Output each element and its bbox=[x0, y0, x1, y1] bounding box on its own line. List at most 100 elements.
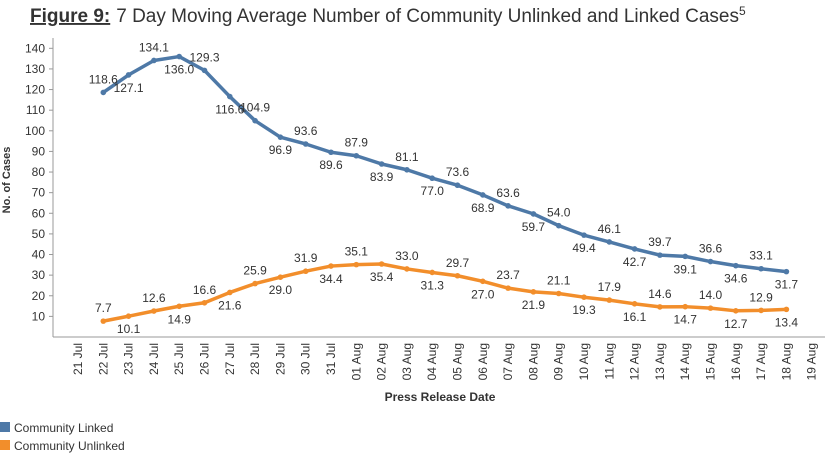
x-tick-label: 21 Jul bbox=[71, 343, 85, 375]
data-point bbox=[682, 303, 688, 310]
data-point bbox=[302, 141, 309, 147]
x-tick-label: 15 Aug bbox=[704, 343, 718, 380]
data-point bbox=[252, 280, 258, 287]
value-label: 129.3 bbox=[189, 50, 219, 64]
y-tick-label: 50 bbox=[32, 227, 46, 241]
data-point bbox=[378, 161, 385, 167]
value-label: 12.9 bbox=[749, 290, 773, 304]
data-point bbox=[277, 274, 284, 281]
data-point bbox=[176, 303, 182, 310]
y-axis-label: No. of Cases bbox=[1, 147, 13, 214]
x-tick-label: 08 Aug bbox=[526, 343, 540, 380]
value-label: 33.1 bbox=[749, 249, 773, 263]
data-point bbox=[783, 268, 790, 275]
data-point bbox=[707, 258, 714, 265]
value-label: 73.6 bbox=[446, 165, 470, 179]
value-label: 23.7 bbox=[496, 268, 520, 282]
x-tick-label: 02 Aug bbox=[375, 343, 389, 380]
data-point bbox=[733, 308, 739, 314]
data-point bbox=[657, 252, 663, 258]
value-label: 21.6 bbox=[218, 298, 242, 312]
x-tick-label: 07 Aug bbox=[501, 343, 515, 380]
data-point bbox=[353, 261, 360, 268]
value-label: 10.1 bbox=[117, 322, 141, 336]
data-point bbox=[429, 175, 436, 182]
y-tick-label: 20 bbox=[32, 289, 46, 303]
value-label: 54.0 bbox=[547, 206, 571, 220]
x-tick-label: 17 Aug bbox=[754, 343, 768, 380]
x-tick-label: 12 Aug bbox=[628, 343, 642, 380]
data-point bbox=[100, 318, 107, 324]
y-tick-label: 100 bbox=[25, 124, 45, 138]
data-point bbox=[328, 263, 334, 269]
data-point bbox=[277, 134, 284, 140]
value-label: 29.0 bbox=[269, 283, 293, 297]
value-label: 68.9 bbox=[471, 201, 495, 215]
value-label: 87.9 bbox=[345, 136, 369, 150]
series-line bbox=[102, 262, 787, 323]
value-label: 16.1 bbox=[623, 310, 647, 324]
data-point bbox=[657, 304, 663, 310]
value-label: 12.6 bbox=[142, 291, 166, 305]
x-tick-label: 27 Jul bbox=[223, 343, 237, 375]
data-point bbox=[201, 299, 208, 306]
value-label: 7.7 bbox=[95, 301, 112, 315]
value-label: 12.7 bbox=[724, 317, 748, 331]
value-label: 14.9 bbox=[168, 312, 192, 326]
data-point bbox=[530, 289, 537, 295]
value-label: 59.7 bbox=[522, 220, 546, 234]
y-tick-label: 30 bbox=[32, 268, 46, 282]
y-tick-label: 70 bbox=[32, 186, 46, 200]
data-point bbox=[555, 290, 562, 297]
x-tick-label: 24 Jul bbox=[147, 343, 161, 375]
value-label: 89.6 bbox=[319, 158, 343, 172]
data-point bbox=[758, 307, 764, 314]
chart-title: Figure 9: 7 Day Moving Average Number of … bbox=[30, 4, 746, 27]
x-tick-label: 03 Aug bbox=[400, 343, 414, 380]
data-point bbox=[353, 152, 360, 159]
value-label: 118.6 bbox=[89, 72, 118, 86]
data-point bbox=[404, 166, 410, 173]
title-text: 7 Day Moving Average Number of Community… bbox=[116, 6, 739, 27]
data-point bbox=[125, 72, 132, 78]
data-point bbox=[151, 308, 157, 314]
y-tick-label: 130 bbox=[25, 62, 45, 76]
x-tick-label: 28 Jul bbox=[248, 343, 262, 375]
data-point bbox=[758, 265, 764, 272]
value-label: 21.9 bbox=[522, 298, 546, 312]
data-point bbox=[100, 89, 107, 96]
y-tick-label: 80 bbox=[32, 165, 46, 179]
legend-label: Community Linked bbox=[14, 421, 113, 435]
value-label: 29.7 bbox=[446, 256, 470, 270]
x-tick-label: 10 Aug bbox=[577, 343, 591, 380]
x-tick-label: 13 Aug bbox=[653, 343, 667, 380]
data-point bbox=[176, 53, 182, 60]
y-tick-label: 140 bbox=[25, 41, 45, 55]
value-label: 36.6 bbox=[699, 242, 723, 256]
value-label: 35.1 bbox=[345, 245, 369, 259]
legend-swatch bbox=[0, 422, 10, 432]
x-tick-label: 22 Jul bbox=[96, 343, 110, 375]
value-label: 16.6 bbox=[193, 283, 217, 297]
value-label: 39.1 bbox=[674, 262, 698, 276]
x-tick-label: 31 Jul bbox=[324, 343, 338, 375]
x-tick-label: 25 Jul bbox=[172, 343, 186, 375]
data-point bbox=[480, 192, 486, 198]
title-label: Figure 9: bbox=[30, 6, 110, 27]
x-tick-label: 30 Jul bbox=[299, 343, 313, 375]
x-tick-label: 05 Aug bbox=[451, 343, 465, 380]
value-label: 14.7 bbox=[674, 313, 698, 327]
value-label: 116.6 bbox=[215, 103, 244, 117]
x-tick-label: 01 Aug bbox=[349, 343, 363, 380]
value-label: 31.3 bbox=[421, 278, 445, 292]
x-tick-label: 29 Jul bbox=[273, 343, 287, 375]
y-tick-label: 60 bbox=[32, 206, 46, 220]
value-label: 42.7 bbox=[623, 255, 647, 269]
x-axis-label: Press Release Date bbox=[385, 390, 496, 404]
value-label: 63.6 bbox=[496, 186, 520, 200]
value-label: 35.4 bbox=[370, 270, 394, 284]
data-point bbox=[151, 57, 157, 64]
value-label: 34.6 bbox=[724, 272, 748, 286]
value-label: 17.9 bbox=[598, 280, 622, 294]
